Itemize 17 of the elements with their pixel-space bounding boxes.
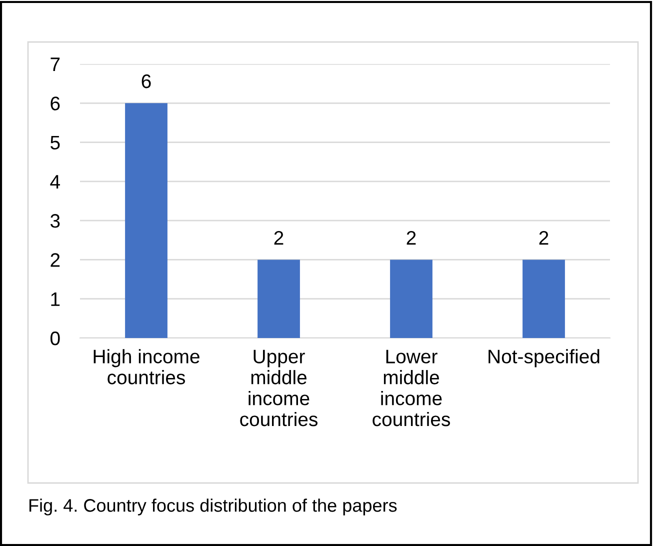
x-tick-label: Lower middle income countries: [372, 350, 450, 426]
y-tick-label: 2: [50, 253, 60, 267]
y-tick-label: 5: [50, 136, 60, 150]
data-label: 2: [406, 230, 416, 245]
data-label: 6: [142, 74, 151, 88]
y-tick-label: 4: [50, 175, 60, 188]
y-tick-label: 1: [51, 292, 60, 306]
y-tick-label: 7: [50, 58, 60, 72]
x-tick-label: Upper middle income countries: [240, 350, 318, 426]
data-label: 2: [539, 230, 548, 245]
x-tick-label: Not-specified: [488, 349, 600, 368]
y-tick-label: 3: [50, 214, 60, 228]
caption: Fig. 4. Country focus distribution of the papers: [29, 498, 397, 516]
y-tick-label: 0: [50, 331, 60, 346]
y-tick-label: 6: [50, 96, 60, 110]
x-tick-label: High income countries: [94, 349, 200, 384]
data-label: 2: [274, 230, 284, 245]
